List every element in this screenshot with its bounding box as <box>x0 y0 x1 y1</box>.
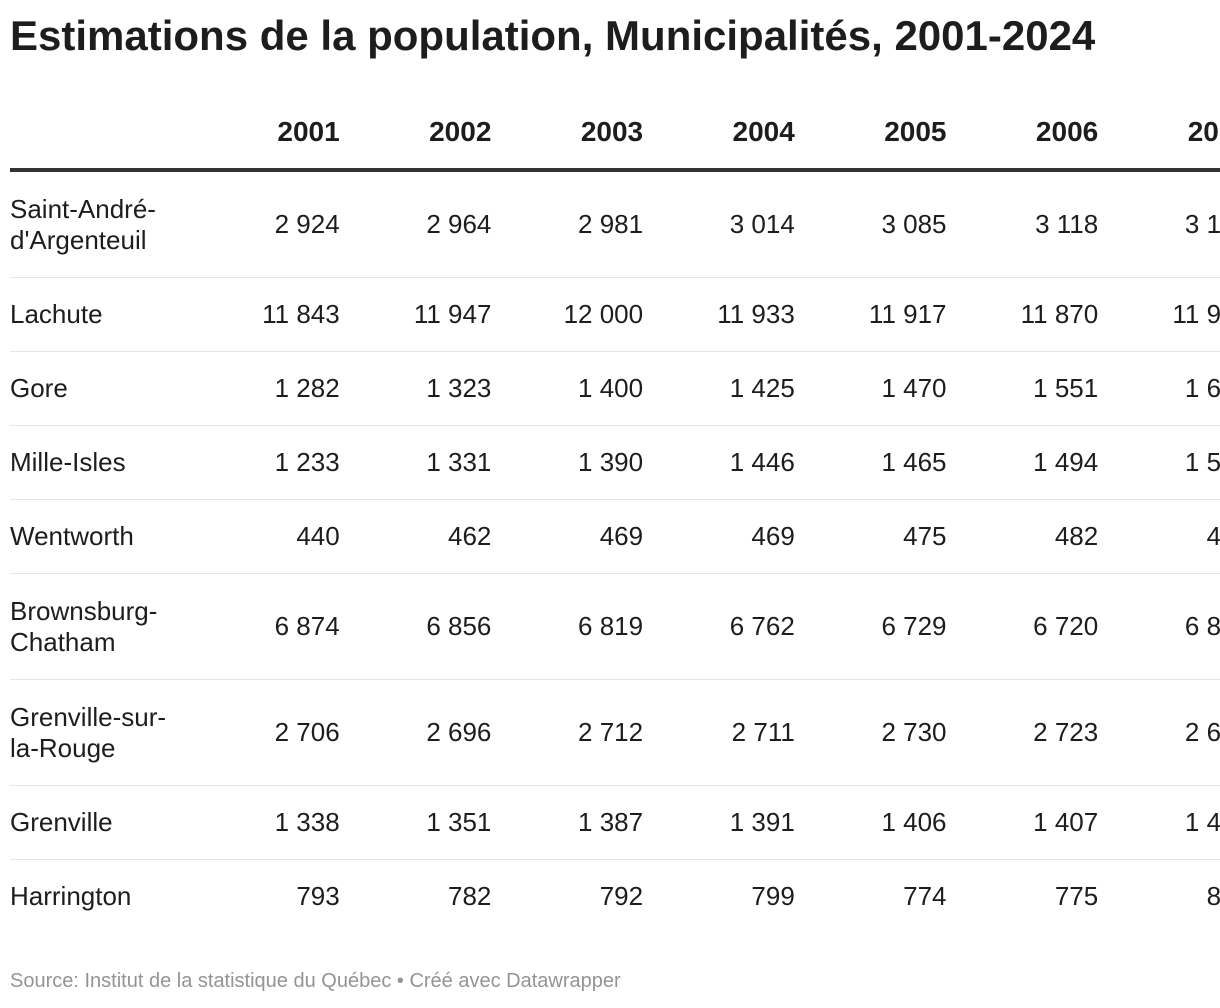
table-cell: 782 <box>448 881 492 911</box>
population-table: 2001200220032004200520062007 Saint-André… <box>10 96 1220 933</box>
table-cell: 2 696 <box>339 679 492 786</box>
table-cell: 1 406 <box>794 785 947 860</box>
header-year: 2001 <box>188 96 340 172</box>
table-cell: 6 762 <box>643 573 795 680</box>
table-cell: 799 <box>751 881 795 911</box>
row-label: Brownsburg-Chatham <box>10 573 188 680</box>
table-cell: 11 843 <box>188 277 340 352</box>
table-cell: 11 918 <box>1098 277 1220 352</box>
table-cell: 775 <box>1054 881 1099 911</box>
table-cell: 1 400 <box>491 351 644 426</box>
table-cell: 6 883 <box>1098 573 1220 680</box>
table-body: Saint-André-d'Argenteuil 2 924 2 964 2 981 3… <box>10 170 1220 933</box>
table-cell: 11 933 <box>643 277 795 352</box>
table-cell: 1 465 <box>794 425 947 500</box>
header-year: 2005 <box>794 96 947 172</box>
table-cell: 3 085 <box>794 170 947 278</box>
table-cell: 469 <box>643 499 795 574</box>
table-row: Saint-André-d'Argenteuil 2 924 2 964 2 981 3… <box>10 170 1220 278</box>
table-cell: 793 <box>296 881 340 911</box>
table-cell: 2 706 <box>188 679 340 786</box>
table-cell: 2 730 <box>794 679 947 786</box>
table-cell: 1 282 <box>188 351 340 426</box>
table-cell: 1 331 <box>339 425 492 500</box>
table-row: Harrington 793 782 792 799 774 775 810 <box>10 860 1220 934</box>
table-cell: 1 407 <box>946 785 1099 860</box>
table-row: Lachute 11 843 11 947 12 000 11 933 11 917 11 … <box>10 277 1220 352</box>
table-cell: 1 551 <box>946 351 1099 426</box>
header-year: 2004 <box>643 96 795 172</box>
row-label: Wentworth <box>10 499 188 574</box>
table-row: Brownsburg-Chatham 6 874 6 856 6 819 6 762 6 … <box>10 573 1220 680</box>
table-cell: 3 014 <box>643 170 795 278</box>
table-cell: 1 323 <box>339 351 492 426</box>
table-cell: 11 870 <box>946 277 1099 352</box>
table-cell: 2 981 <box>491 170 644 278</box>
chart-title: Estimations de la population, Municipali… <box>10 12 1096 59</box>
table-cell: 792 <box>599 881 644 911</box>
table-cell: 2 924 <box>188 170 340 278</box>
table-cell: 3 118 <box>946 170 1099 278</box>
table-cell: 1 446 <box>643 425 795 500</box>
table-cell: 469 <box>491 499 644 574</box>
header-year: 2003 <box>491 96 644 172</box>
row-label: Lachute <box>10 277 188 352</box>
table-cell: 1 515 <box>1098 425 1220 500</box>
table-cell: 2 711 <box>643 679 795 786</box>
table-row: Wentworth440462469469475482475 <box>10 499 1220 574</box>
header-municipality <box>10 96 188 172</box>
table-cell: 810 <box>1206 881 1220 911</box>
row-label: Gore <box>10 351 188 426</box>
table-cell: 6 729 <box>794 573 947 680</box>
table-cell: 440 <box>188 499 340 574</box>
table-cell: 1 425 <box>643 351 795 426</box>
table-cell: 1 338 <box>188 785 340 860</box>
row-label: Harrington <box>10 881 132 911</box>
table-cell: 2 723 <box>946 679 1099 786</box>
table-cell: 462 <box>339 499 492 574</box>
header-year: 2007 <box>1098 96 1220 172</box>
table-cell: 6 819 <box>491 573 644 680</box>
table-cell: 1 616 <box>1098 351 1220 426</box>
table-cell: 6 874 <box>188 573 340 680</box>
table-cell: 2 666 <box>1098 679 1220 786</box>
table-row: Grenville-sur-la-Rouge 2 706 2 696 2 712 2 7… <box>10 679 1220 786</box>
table-cell: 774 <box>903 881 947 911</box>
table-cell: 475 <box>794 499 947 574</box>
row-label: Mille-Isles <box>10 425 188 500</box>
source-note: Source: Institut de la statistique du Qu… <box>10 970 621 992</box>
table-cell: 482 <box>946 499 1099 574</box>
table-cell: 1 390 <box>491 425 644 500</box>
table-cell: 1 480 <box>1098 785 1220 860</box>
header-year: 2006 <box>946 96 1099 172</box>
table-cell: 12 000 <box>491 277 644 352</box>
table-cell: 1 494 <box>946 425 1099 500</box>
table-cell: 1 387 <box>491 785 644 860</box>
table-cell: 11 917 <box>794 277 947 352</box>
row-label: Grenville <box>10 785 188 860</box>
table-cell: 1 470 <box>794 351 947 426</box>
table-cell: 3 199 <box>1098 170 1220 278</box>
table-row: Mille-Isles 1 233 1 331 1 390 1 446 1 465 1 49… <box>10 425 1220 500</box>
table-cell: 2 964 <box>339 170 492 278</box>
row-label: Grenville-sur-la-Rouge <box>10 679 188 786</box>
table-header: 2001200220032004200520062007 <box>10 96 1220 172</box>
table-cell: 475 <box>1098 499 1220 574</box>
table-row: Grenville 1 338 1 351 1 387 1 391 1 406 1 407 1… <box>10 785 1220 860</box>
table-cell: 1 351 <box>339 785 492 860</box>
header-row: 2001200220032004200520062007 <box>10 96 1220 172</box>
table-cell: 1 391 <box>643 785 795 860</box>
row-label: Saint-André-d'Argenteuil <box>10 170 188 278</box>
table-cell: 2 712 <box>491 679 644 786</box>
table-cell: 11 947 <box>339 277 492 352</box>
table-cell: 6 856 <box>339 573 492 680</box>
table-cell: 6 720 <box>946 573 1099 680</box>
header-year: 2002 <box>339 96 492 172</box>
table-cell: 1 233 <box>188 425 340 500</box>
